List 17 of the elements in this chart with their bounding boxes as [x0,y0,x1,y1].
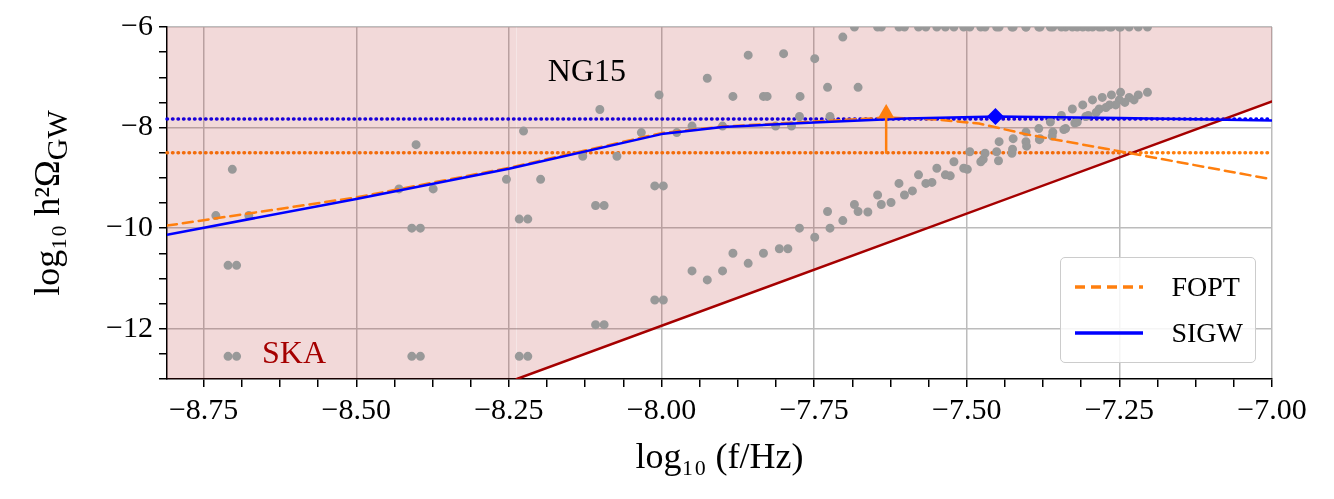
x-tick-label: −7.75 [779,391,849,425]
legend-label: FOPT [1171,270,1240,304]
x-tick-label: −8.50 [321,391,391,425]
y-tick-label: −10 [106,209,153,243]
x-axis-title: log₁₀ (f/Hz) [635,435,804,477]
series-label: SKA [262,334,327,371]
annotation: NG15 [547,52,627,89]
legend-label: SIGW [1171,316,1243,350]
y-tick-label: −8 [121,108,153,142]
x-tick-label: −7.50 [932,391,1002,425]
x-tick-label: −8.00 [626,391,697,425]
x-tick-label: −7.00 [1237,391,1307,425]
y-tick-label: −6 [121,7,153,41]
x-tick-label: −8.75 [168,391,239,425]
x-tick-label: −7.25 [1084,391,1155,425]
x-tick-label: −8.25 [474,391,544,425]
y-tick-label: −12 [106,309,153,343]
